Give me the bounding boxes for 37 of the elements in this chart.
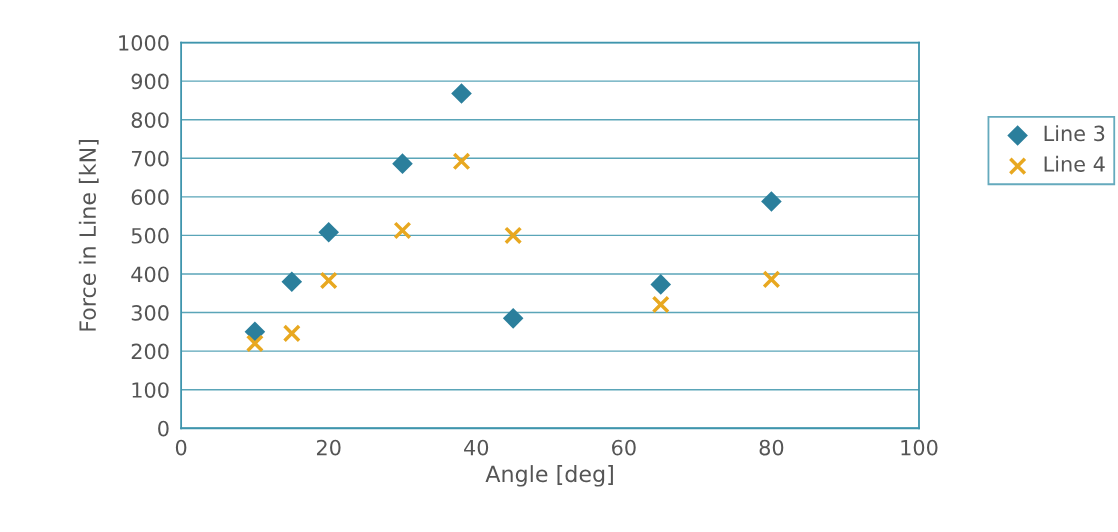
x-tick-label: 20	[316, 439, 341, 456]
point	[504, 226, 523, 245]
point	[451, 83, 472, 104]
x-tick-label: 80	[759, 439, 784, 456]
y-tick-label: 1000	[119, 35, 169, 51]
point	[318, 222, 339, 243]
y-axis-title: Force in Line [kN]	[78, 139, 99, 331]
x-axis-title: Angle [deg]	[485, 465, 613, 487]
y-tick-label: 800	[131, 112, 169, 128]
point	[245, 334, 264, 353]
y-tick-label: 300	[131, 305, 169, 321]
point	[502, 308, 524, 329]
y-tick-label: 400	[131, 266, 169, 283]
point	[761, 191, 782, 212]
point	[651, 295, 670, 314]
point	[452, 152, 471, 171]
y-tick-label: 200	[131, 343, 169, 360]
x-tick-label: 0	[175, 439, 187, 456]
y-tick-label: 700	[131, 150, 169, 167]
point	[281, 271, 303, 292]
legend-label: Line 3	[1044, 125, 1105, 142]
point	[650, 274, 672, 295]
y-tick-label: 100	[132, 382, 169, 398]
x-tick-label: 60	[612, 439, 636, 456]
y-tick-label: 900	[131, 73, 169, 90]
y-tick-label: 0	[158, 420, 169, 437]
point	[244, 321, 266, 343]
y-tick-label: 600	[131, 189, 169, 206]
x-tick-label: 100	[901, 439, 938, 456]
legend-label: Line 4	[1044, 155, 1105, 172]
x-tick-label: 40	[464, 439, 489, 456]
point	[393, 221, 412, 240]
y-tick-label: 500	[131, 227, 169, 244]
point	[762, 270, 781, 289]
point	[319, 271, 338, 290]
point	[392, 153, 413, 174]
point	[282, 324, 301, 343]
